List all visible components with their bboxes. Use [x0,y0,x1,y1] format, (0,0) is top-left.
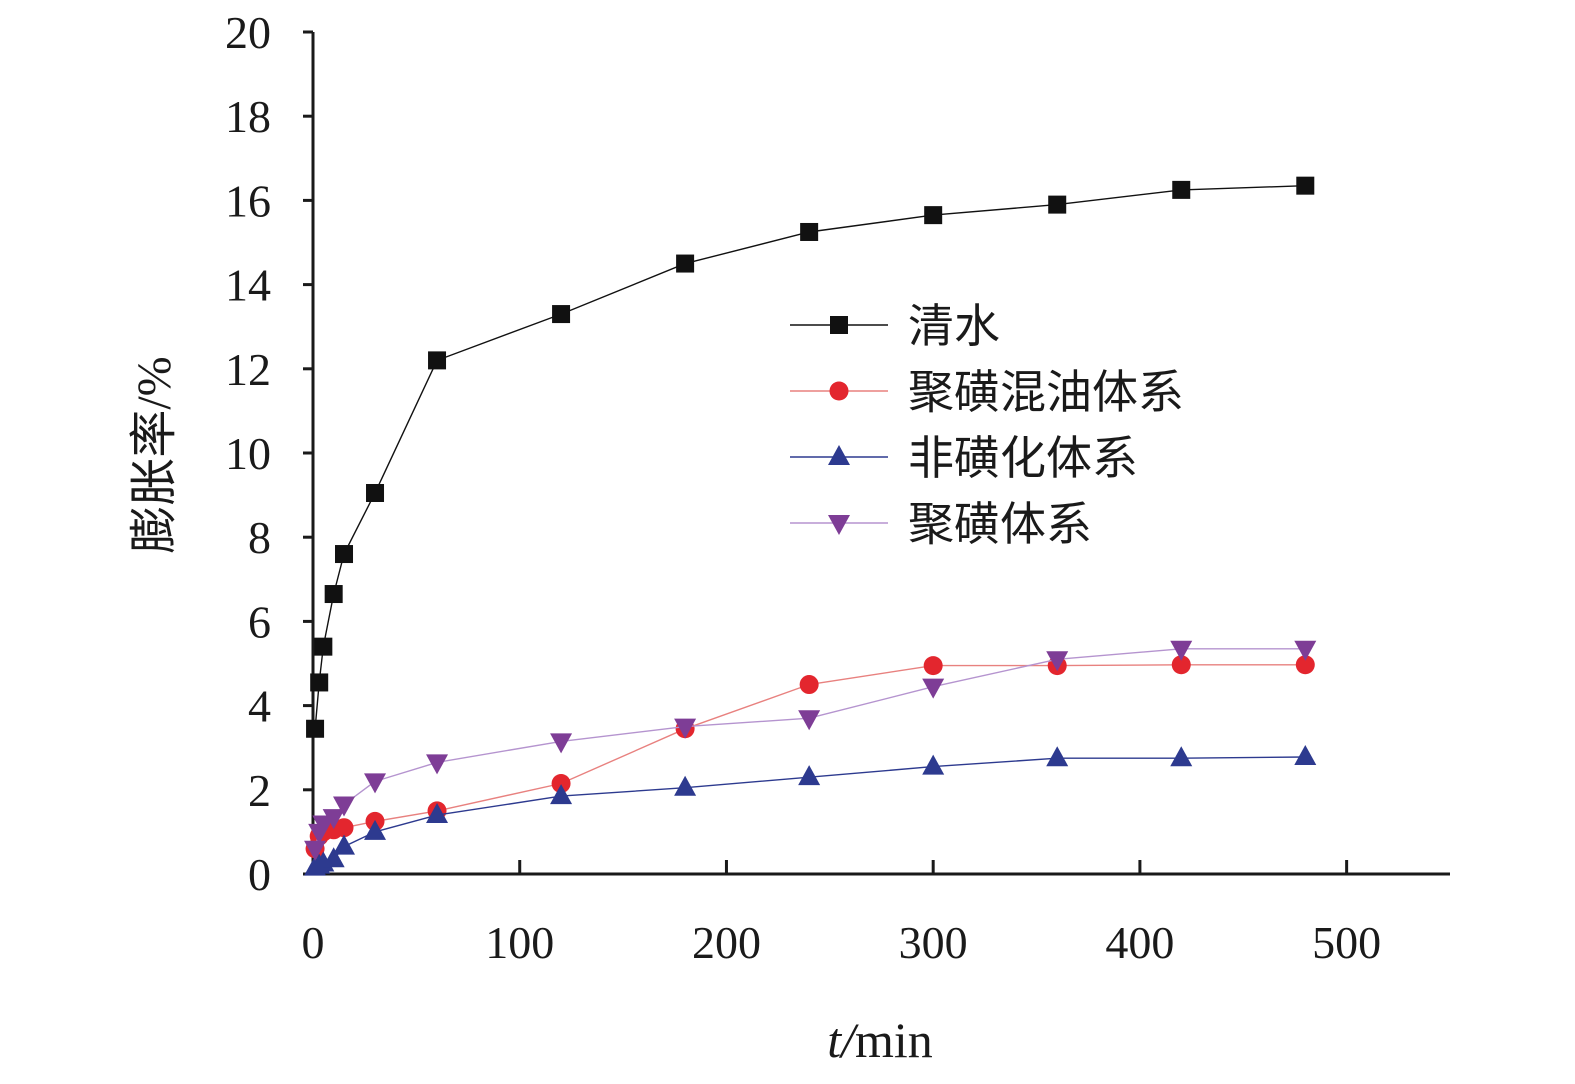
x-tick-label: 0 [302,917,325,968]
legend-entry: 聚磺混油体系 [790,367,1184,418]
plot-area [304,176,1317,876]
series-1-point [306,719,325,738]
series-4-point [798,710,821,731]
series-2-point [551,773,571,793]
series-3-point [1170,746,1193,767]
series-1-point [324,585,343,604]
y-tick-label: 12 [225,344,271,395]
series-4 [304,640,1317,861]
series-1-point [924,206,943,225]
series-3-point [1294,744,1317,765]
series-1-point [676,254,695,273]
legend-label: 清水 [908,301,1000,352]
series-4-point [550,733,573,754]
series-4-point [364,773,387,794]
y-tick-label: 20 [225,7,271,58]
series-4-point [304,840,327,861]
series-2-point [1295,655,1315,675]
series-4-point [1294,640,1317,661]
y-tick-label: 18 [225,91,271,142]
y-tick-label: 6 [248,596,271,647]
x-tick-label: 200 [692,917,761,968]
x-tick-label: 500 [1312,917,1381,968]
series-3-point [550,784,573,805]
x-tick-label: 100 [485,917,554,968]
series-1-point [428,351,447,370]
series-2 [305,655,1315,859]
legend-entry: 聚磺体系 [790,499,1092,550]
series-2-point [1171,655,1191,675]
legend-marker [829,381,849,401]
series-1-point [314,637,333,656]
y-tick-label: 2 [248,765,271,816]
series-4-point [426,754,449,775]
legend-label: 聚磺体系 [908,499,1092,550]
x-tick-label: 400 [1105,917,1174,968]
legend-marker [828,515,850,535]
series-4-point [322,809,345,830]
series-1-point [1048,195,1067,214]
legend-marker [828,445,850,465]
series-3-point [333,834,356,855]
series-1 [306,176,1315,738]
legend-entry: 非磺化体系 [790,433,1138,484]
series-4-point [1046,651,1069,672]
series-3-point [1046,746,1069,767]
x-axis-label: t/min [827,1012,933,1068]
series-3-point [674,775,697,796]
x-tick-label: 300 [899,917,968,968]
legend-entry: 清水 [790,301,1000,352]
series-2-point [334,818,354,838]
y-tick-label: 16 [225,175,271,226]
series-1-point [800,222,819,241]
y-tick-label: 8 [248,512,271,563]
series-1-point [366,483,385,502]
series-3-point [426,803,449,824]
series-3-point [922,754,945,775]
series-2-point [923,656,943,676]
series-1-point [1172,180,1191,199]
series-4-point [922,678,945,699]
series-3 [304,744,1317,876]
legend-label: 非磺化体系 [908,433,1138,484]
series-2-point [799,675,819,695]
series-4-point [1170,640,1193,661]
series-4-point [674,718,697,739]
series-1-point [552,305,571,324]
y-axis-label: 膨胀率/% [128,356,181,553]
series-3-point [322,847,345,868]
y-tick-label: 4 [248,681,271,732]
series-1-point [1296,176,1315,195]
y-tick-label: 10 [225,428,271,479]
series-3-point [798,765,821,786]
series-1-point [310,673,329,692]
legend-label: 聚磺混油体系 [908,367,1184,418]
y-tick-label: 14 [225,260,271,311]
legend-marker [830,316,848,334]
series-4-point [333,796,356,817]
series-3-point [364,819,387,840]
series-4-point [312,815,335,836]
y-tick-label: 0 [248,849,271,900]
series-1-point [335,545,354,564]
